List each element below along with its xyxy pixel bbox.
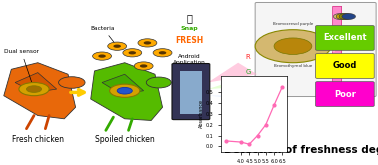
Bar	[180, 71, 202, 114]
FancyBboxPatch shape	[316, 26, 374, 50]
Circle shape	[144, 41, 151, 45]
Circle shape	[342, 61, 355, 67]
Text: Spoiled chicken: Spoiled chicken	[95, 135, 155, 144]
Circle shape	[110, 84, 140, 97]
Circle shape	[19, 82, 49, 96]
Text: Fresh chicken: Fresh chicken	[12, 135, 64, 144]
Y-axis label: Absorbance: Absorbance	[199, 99, 204, 128]
Circle shape	[336, 61, 350, 67]
Circle shape	[333, 37, 347, 43]
FancyBboxPatch shape	[172, 64, 210, 120]
Text: R: R	[246, 54, 251, 60]
Circle shape	[129, 51, 136, 54]
Text: Bacteria: Bacteria	[91, 26, 115, 44]
Circle shape	[123, 49, 142, 57]
FancyBboxPatch shape	[333, 6, 342, 89]
Text: Bromocresol purple: Bromocresol purple	[273, 22, 313, 26]
Circle shape	[59, 77, 85, 88]
FancyBboxPatch shape	[316, 54, 374, 78]
Circle shape	[93, 52, 112, 60]
Circle shape	[108, 42, 127, 50]
Circle shape	[274, 38, 312, 54]
Text: Excellent: Excellent	[323, 33, 367, 42]
Text: Dual sensor: Dual sensor	[4, 49, 39, 86]
Circle shape	[159, 51, 166, 54]
Polygon shape	[208, 96, 257, 99]
Circle shape	[138, 39, 157, 47]
Text: G: G	[246, 69, 251, 75]
Circle shape	[333, 14, 347, 19]
Text: FRESH: FRESH	[175, 36, 203, 45]
Polygon shape	[208, 63, 257, 82]
Text: 🤖: 🤖	[186, 13, 192, 23]
Circle shape	[336, 14, 350, 19]
Text: Good: Good	[333, 62, 357, 70]
Text: Poor: Poor	[334, 90, 356, 99]
FancyBboxPatch shape	[316, 82, 374, 106]
Circle shape	[339, 37, 353, 43]
Circle shape	[117, 87, 132, 94]
Text: B: B	[246, 84, 251, 90]
Circle shape	[333, 61, 347, 67]
Circle shape	[140, 64, 147, 68]
Circle shape	[255, 30, 331, 63]
Circle shape	[98, 54, 106, 58]
Polygon shape	[91, 63, 163, 120]
Circle shape	[113, 45, 121, 48]
Circle shape	[342, 37, 355, 43]
Text: Snap: Snap	[180, 26, 198, 31]
Circle shape	[153, 49, 172, 57]
Polygon shape	[15, 73, 57, 92]
Text: Color
bar: Color bar	[333, 41, 341, 51]
Text: Bromothymol blue: Bromothymol blue	[274, 64, 312, 68]
Polygon shape	[102, 74, 144, 94]
Circle shape	[26, 86, 42, 92]
Circle shape	[339, 61, 353, 67]
Text: Detection of freshness degree: Detection of freshness degree	[225, 145, 378, 155]
Polygon shape	[4, 63, 76, 119]
Circle shape	[146, 77, 171, 88]
Circle shape	[342, 14, 355, 19]
Circle shape	[339, 14, 353, 19]
Polygon shape	[208, 79, 257, 89]
Text: Android
Application: Android Application	[173, 54, 205, 65]
FancyBboxPatch shape	[255, 2, 376, 97]
Circle shape	[134, 62, 153, 70]
Circle shape	[336, 37, 350, 43]
